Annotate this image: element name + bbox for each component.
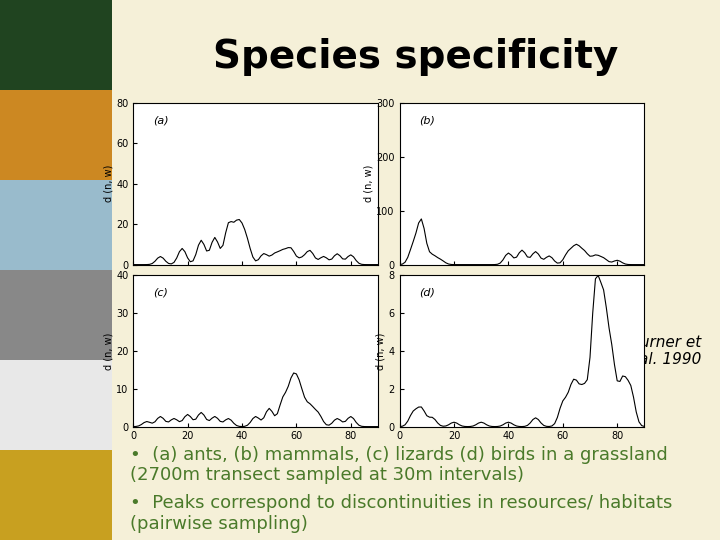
Text: Species specificity: Species specificity [213, 38, 618, 76]
Text: (a): (a) [153, 116, 168, 126]
FancyBboxPatch shape [0, 90, 112, 180]
Text: •  (a) ants, (b) mammals, (c) lizards (d) birds in a grassland (2700m transect s: • (a) ants, (b) mammals, (c) lizards (d)… [130, 446, 667, 484]
Text: Turner et
al. 1990: Turner et al. 1990 [632, 335, 702, 367]
Y-axis label: d (n, w): d (n, w) [103, 332, 113, 370]
FancyBboxPatch shape [0, 0, 112, 90]
Y-axis label: d (n, w): d (n, w) [376, 332, 386, 370]
FancyBboxPatch shape [0, 450, 112, 540]
FancyBboxPatch shape [0, 270, 112, 360]
Y-axis label: d (n, w): d (n, w) [364, 165, 374, 202]
FancyBboxPatch shape [0, 180, 112, 270]
FancyBboxPatch shape [0, 360, 112, 450]
Text: (d): (d) [419, 287, 435, 298]
Text: •  Peaks correspond to discontinuities in resources/ habitats (pairwise sampling: • Peaks correspond to discontinuities in… [130, 494, 672, 533]
Y-axis label: d (n, w): d (n, w) [103, 165, 113, 202]
Text: (c): (c) [153, 287, 168, 298]
Text: (b): (b) [419, 116, 435, 126]
